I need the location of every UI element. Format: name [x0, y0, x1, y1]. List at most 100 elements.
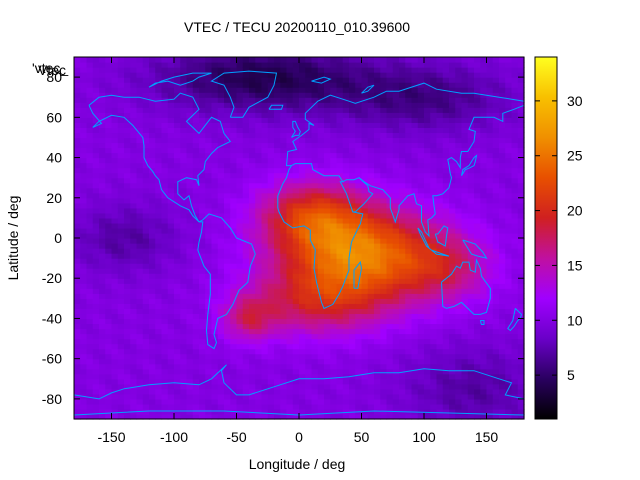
- heatmap-cell: [142, 87, 150, 93]
- heatmap-cell: [224, 238, 231, 244]
- heatmap-cell: [249, 403, 256, 410]
- heatmap-cell: [449, 293, 456, 299]
- heatmap-cell: [80, 137, 88, 144]
- heatmap-cell: [436, 182, 444, 189]
- heatmap-cell: [186, 137, 194, 144]
- heatmap-cell: [236, 92, 244, 98]
- heatmap-cell: [467, 77, 475, 83]
- heatmap-cell: [311, 197, 319, 204]
- heatmap-cell: [205, 363, 213, 370]
- heatmap-cell: [99, 67, 106, 73]
- heatmap-cell: [305, 222, 313, 229]
- heatmap-cell: [361, 313, 369, 320]
- heatmap-cell: [292, 278, 300, 284]
- heatmap-cell: [99, 378, 106, 385]
- heatmap-cell: [330, 77, 338, 83]
- heatmap-cell: [192, 107, 200, 113]
- heatmap-cell: [411, 253, 419, 259]
- heatmap-cell: [367, 82, 375, 88]
- heatmap-cell: [161, 167, 169, 174]
- heatmap-cell: [286, 278, 294, 284]
- heatmap-cell: [117, 87, 125, 93]
- heatmap-cell: [336, 298, 344, 304]
- heatmap-cell: [211, 398, 219, 405]
- heatmap-cell: [192, 132, 200, 139]
- heatmap-cell: [374, 82, 381, 88]
- heatmap-cell: [499, 273, 506, 279]
- heatmap-cell: [105, 207, 113, 214]
- heatmap-cell: [117, 273, 125, 279]
- heatmap-cell: [180, 293, 188, 299]
- heatmap-cell: [486, 343, 494, 350]
- heatmap-cell: [299, 333, 306, 340]
- heatmap-cell: [261, 62, 269, 68]
- heatmap-cell: [255, 217, 263, 224]
- heatmap-cell: [161, 403, 169, 410]
- heatmap-cell: [367, 187, 375, 194]
- heatmap-cell: [405, 258, 413, 264]
- heatmap-cell: [399, 97, 406, 103]
- heatmap-cell: [436, 408, 444, 415]
- heatmap-cell: [80, 182, 88, 189]
- heatmap-cell: [161, 212, 169, 219]
- heatmap-cell: [174, 323, 181, 330]
- heatmap-cell: [130, 137, 138, 144]
- heatmap-cell: [411, 72, 419, 78]
- heatmap-cell: [142, 132, 150, 139]
- heatmap-cell: [186, 258, 194, 264]
- heatmap-cell: [80, 212, 88, 219]
- heatmap-cell: [74, 323, 81, 330]
- heatmap-cell: [117, 393, 125, 400]
- heatmap-cell: [155, 293, 163, 299]
- heatmap-cell: [461, 278, 469, 284]
- heatmap-cell: [136, 57, 144, 63]
- heatmap-cell: [367, 283, 375, 289]
- heatmap-cell: [367, 268, 375, 274]
- heatmap-cell: [461, 318, 469, 325]
- heatmap-cell: [361, 413, 369, 420]
- heatmap-cell: [99, 57, 106, 63]
- heatmap-cell: [386, 293, 394, 299]
- heatmap-cell: [105, 72, 113, 78]
- heatmap-cell: [280, 258, 288, 264]
- heatmap-cell: [317, 293, 325, 299]
- heatmap-cell: [205, 398, 213, 405]
- heatmap-cell: [380, 227, 388, 234]
- heatmap-cell: [399, 207, 406, 214]
- heatmap-cell: [361, 343, 369, 350]
- heatmap-cell: [174, 122, 181, 128]
- heatmap-cell: [449, 263, 456, 269]
- heatmap-cell: [324, 122, 331, 128]
- heatmap-cell: [242, 97, 250, 103]
- heatmap-cell: [199, 293, 206, 299]
- heatmap-cell: [167, 383, 175, 390]
- heatmap-cell: [111, 87, 119, 93]
- heatmap-cell: [217, 62, 225, 68]
- heatmap-cell: [405, 67, 413, 73]
- heatmap-cell: [336, 258, 344, 264]
- heatmap-cell: [149, 182, 156, 189]
- heatmap-cell: [330, 273, 338, 279]
- heatmap-cell: [349, 388, 356, 395]
- heatmap-cell: [280, 212, 288, 219]
- heatmap-cell: [336, 288, 344, 294]
- heatmap-cell: [417, 253, 425, 259]
- heatmap-cell: [117, 263, 125, 269]
- heatmap-cell: [224, 222, 231, 229]
- heatmap-cell: [124, 212, 131, 219]
- heatmap-cell: [486, 177, 494, 184]
- heatmap-cell: [74, 197, 81, 204]
- heatmap-cell: [74, 343, 81, 350]
- heatmap-cell: [211, 137, 219, 144]
- heatmap-cell: [261, 368, 269, 375]
- heatmap-cell: [405, 358, 413, 365]
- heatmap-cell: [324, 273, 331, 279]
- heatmap-cell: [492, 238, 500, 244]
- heatmap-cell: [74, 57, 81, 63]
- heatmap-cell: [455, 132, 463, 139]
- heatmap-cell: [336, 303, 344, 309]
- heatmap-cell: [492, 278, 500, 284]
- heatmap-cell: [142, 167, 150, 174]
- heatmap-cell: [236, 263, 244, 269]
- heatmap-cell: [436, 318, 444, 325]
